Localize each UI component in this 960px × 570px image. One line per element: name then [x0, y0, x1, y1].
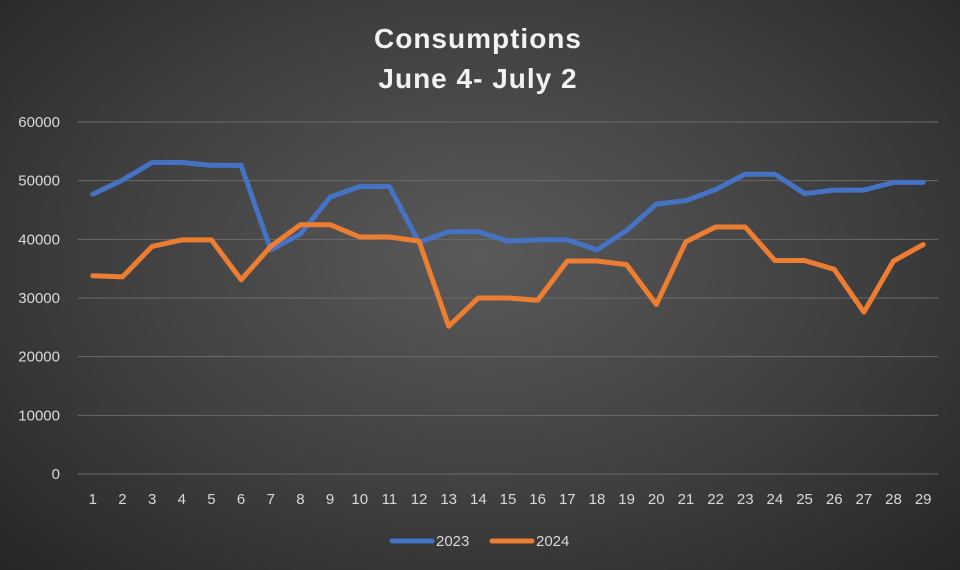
y-tick-label: 30000 — [18, 290, 60, 307]
y-axis-ticks: 0 10000 20000 30000 40000 50000 60000 — [18, 114, 60, 483]
y-tick-label: 60000 — [18, 114, 60, 131]
series-lines — [90, 160, 926, 329]
x-axis-ticks: 1 2 3 4 5 6 7 8 9 10 11 12 13 14 15 16 17 18 19 20 21 22 23 24 2… — [89, 491, 932, 508]
x-tick-label: 10 — [351, 491, 368, 508]
x-tick-label: 27 — [856, 491, 873, 508]
x-tick-label: 17 — [559, 491, 576, 508]
legend-label: 2024 — [536, 533, 569, 550]
x-tick-label: 21 — [678, 491, 695, 508]
y-tick-label: 10000 — [18, 407, 60, 424]
y-tick-label: 50000 — [18, 173, 60, 190]
x-tick-label: 15 — [500, 491, 517, 508]
x-tick-label: 16 — [529, 491, 546, 508]
legend: 2023 2024 — [389, 533, 569, 550]
x-tick-label: 29 — [915, 491, 932, 508]
x-tick-label: 19 — [618, 491, 635, 508]
x-tick-label: 13 — [440, 491, 457, 508]
chart-subtitle: June 4- July 2 — [378, 63, 577, 94]
series-line-2024 — [90, 222, 926, 329]
x-tick-label: 14 — [470, 491, 487, 508]
x-tick-label: 24 — [767, 491, 784, 508]
x-tick-label: 11 — [382, 491, 398, 508]
x-tick-label: 7 — [267, 491, 275, 508]
x-tick-label: 2 — [118, 491, 126, 508]
x-tick-label: 12 — [411, 491, 428, 508]
x-tick-label: 25 — [796, 491, 813, 508]
y-tick-label: 20000 — [18, 349, 60, 366]
chart-title: Consumptions — [374, 23, 582, 54]
legend-label: 2023 — [436, 533, 469, 550]
x-tick-label: 3 — [148, 491, 156, 508]
x-tick-label: 6 — [237, 491, 245, 508]
series-line-2023 — [90, 160, 926, 253]
y-tick-label: 40000 — [18, 231, 60, 248]
x-tick-label: 1 — [89, 491, 97, 508]
x-tick-label: 5 — [207, 491, 215, 508]
x-tick-label: 26 — [826, 491, 843, 508]
x-tick-label: 23 — [737, 491, 754, 508]
x-tick-label: 28 — [885, 491, 902, 508]
x-tick-label: 18 — [589, 491, 606, 508]
x-tick-label: 4 — [178, 491, 186, 508]
x-tick-label: 8 — [296, 491, 304, 508]
x-tick-label: 9 — [326, 491, 334, 508]
x-tick-label: 22 — [707, 491, 724, 508]
x-tick-label: 20 — [648, 491, 665, 508]
y-tick-label: 0 — [52, 466, 60, 483]
